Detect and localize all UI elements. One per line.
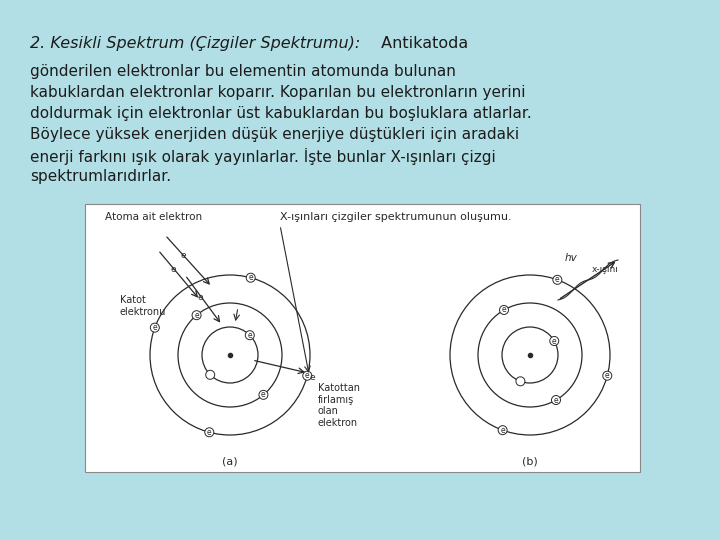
- Circle shape: [246, 330, 254, 340]
- Text: e: e: [310, 373, 315, 381]
- Circle shape: [550, 336, 559, 346]
- Circle shape: [206, 370, 215, 379]
- Text: gönderilen elektronlar bu elementin atomunda bulunan: gönderilen elektronlar bu elementin atom…: [30, 64, 456, 79]
- Text: e: e: [153, 323, 157, 332]
- Text: hv: hv: [565, 253, 577, 263]
- Circle shape: [303, 371, 312, 380]
- Circle shape: [204, 428, 214, 437]
- Text: enerji farkını ışık olarak yayınlarlar. İşte bunlar X-ışınları çizgi: enerji farkını ışık olarak yayınlarlar. …: [30, 148, 496, 165]
- Circle shape: [500, 306, 508, 314]
- Circle shape: [553, 275, 562, 285]
- Text: (a): (a): [222, 457, 238, 467]
- Text: Böylece yüksek enerjiden düşük enerjiye düştükleri için aradaki: Böylece yüksek enerjiden düşük enerjiye …: [30, 127, 519, 142]
- Circle shape: [603, 371, 612, 380]
- Text: (b): (b): [522, 457, 538, 467]
- Text: e: e: [502, 306, 506, 314]
- Circle shape: [150, 323, 159, 332]
- Text: doldurmak için elektronlar üst kabuklardan bu boşluklara atlarlar.: doldurmak için elektronlar üst kabuklard…: [30, 106, 532, 121]
- Text: Katot
elektronu: Katot elektronu: [120, 295, 166, 316]
- Text: Atoma ait elektron: Atoma ait elektron: [105, 212, 202, 222]
- Text: e: e: [552, 336, 557, 346]
- Text: e: e: [305, 371, 310, 380]
- Text: kabuklardan elektronlar koparır. Koparılan bu elektronların yerini: kabuklardan elektronlar koparır. Koparıl…: [30, 85, 526, 100]
- Text: e: e: [605, 371, 610, 380]
- Text: X-ışınları çizgiler spektrumunun oluşumu.: X-ışınları çizgiler spektrumunun oluşumu…: [280, 212, 512, 222]
- Text: x-ışını: x-ışını: [592, 265, 619, 274]
- Text: e: e: [248, 330, 252, 340]
- Circle shape: [192, 310, 201, 320]
- FancyBboxPatch shape: [85, 204, 640, 472]
- Text: e: e: [180, 251, 186, 260]
- Text: Katottan
fırlamış
olan
elektron: Katottan fırlamış olan elektron: [318, 383, 360, 428]
- Text: e: e: [207, 428, 212, 437]
- Circle shape: [259, 390, 268, 400]
- Circle shape: [552, 395, 560, 404]
- Text: 2. Kesikli Spektrum (Çizgiler Spektrumu):: 2. Kesikli Spektrum (Çizgiler Spektrumu)…: [30, 36, 360, 51]
- Text: e: e: [248, 273, 253, 282]
- Text: Antikatoda: Antikatoda: [376, 36, 468, 51]
- Text: e: e: [194, 310, 199, 320]
- Text: e: e: [554, 395, 558, 404]
- Text: e: e: [261, 390, 266, 400]
- Text: e: e: [500, 426, 505, 435]
- Circle shape: [516, 377, 525, 386]
- Text: spektrumlarıdırlar.: spektrumlarıdırlar.: [30, 169, 171, 184]
- Text: e: e: [555, 275, 559, 285]
- Text: e: e: [197, 293, 203, 301]
- Circle shape: [246, 273, 255, 282]
- Text: e: e: [170, 266, 176, 274]
- Circle shape: [498, 426, 507, 435]
